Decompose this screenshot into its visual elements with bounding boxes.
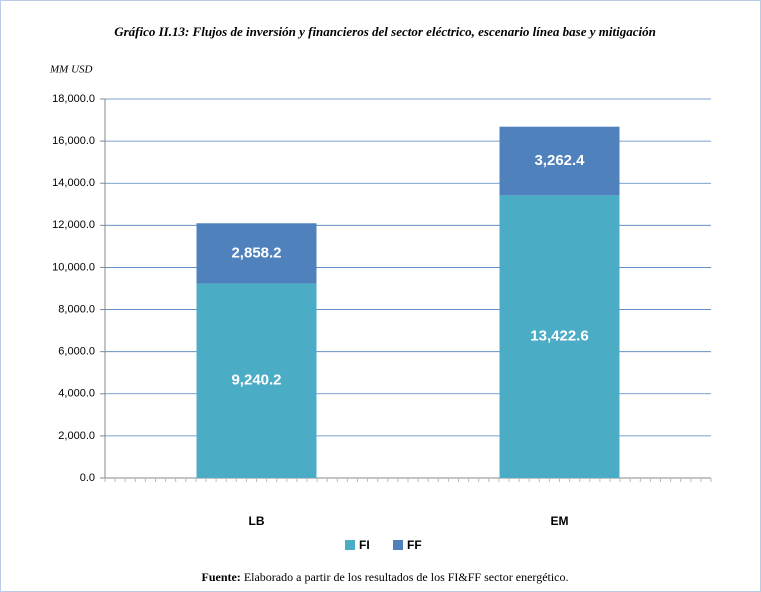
chart-title: Gráfico II.13: Flujos de inversión y fin… bbox=[114, 24, 656, 39]
bar-segment bbox=[196, 223, 317, 284]
x-tick-label: EM bbox=[551, 514, 569, 528]
source-note: Fuente: Elaborado a partir de los result… bbox=[201, 570, 568, 584]
data-label: 2,858.2 bbox=[231, 244, 281, 261]
data-label: 13,422.6 bbox=[530, 328, 588, 345]
bar-segment bbox=[499, 126, 620, 196]
y-axis-label: MM USD bbox=[49, 64, 93, 76]
y-tick-label: 2,000.0 bbox=[58, 430, 95, 442]
y-tick-label: 8,000.0 bbox=[58, 303, 95, 315]
source-label: Fuente: bbox=[201, 570, 240, 584]
legend-label: FI bbox=[359, 538, 370, 552]
legend-swatch bbox=[393, 540, 403, 550]
y-tick-label: 16,000.0 bbox=[52, 135, 95, 147]
bar-segment bbox=[499, 195, 620, 478]
y-tick-label: 4,000.0 bbox=[58, 388, 95, 400]
y-tick-label: 10,000.0 bbox=[52, 261, 95, 273]
y-tick-label: 0.0 bbox=[80, 472, 95, 484]
x-tick-label: LB bbox=[249, 514, 265, 528]
y-tick-label: 14,000.0 bbox=[52, 177, 95, 189]
bar-segment bbox=[196, 283, 317, 478]
y-tick-label: 18,000.0 bbox=[52, 93, 95, 105]
y-tick-label: 12,000.0 bbox=[52, 219, 95, 231]
y-tick-label: 6,000.0 bbox=[58, 346, 95, 358]
legend-label: FF bbox=[407, 538, 422, 552]
data-label: 3,262.4 bbox=[534, 152, 585, 169]
legend-swatch bbox=[345, 540, 355, 550]
data-label: 9,240.2 bbox=[231, 372, 281, 389]
source-text: Elaborado a partir de los resultados de … bbox=[244, 570, 569, 584]
